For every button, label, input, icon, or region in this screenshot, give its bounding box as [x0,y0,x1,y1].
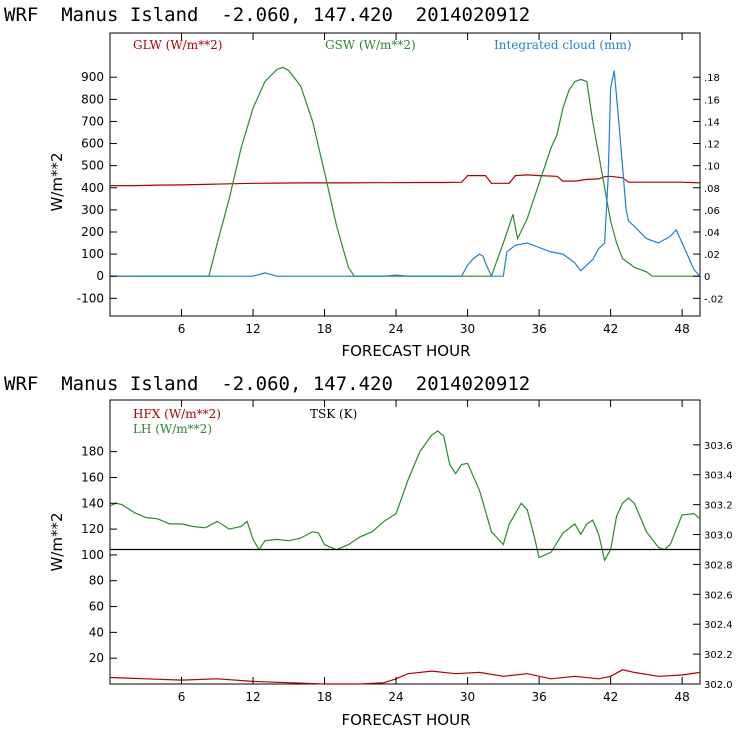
series-line [110,174,701,187]
x-tick-label: 6 [178,690,186,704]
y-tick-label: 120 [81,522,104,536]
y-tick-label: 40 [89,625,104,639]
y-tick-label: 20 [89,651,104,665]
y2-tick-label: 302.4 [704,620,733,631]
x-axis-title: FORECAST HOUR [341,342,470,360]
legend-integrated-cloud: Integrated cloud (mm) [494,38,632,52]
y2-tick-label: 303.6 [704,441,733,452]
y2-tick-label: .16 [704,95,720,106]
y-tick-label: 700 [81,114,104,128]
chart-title: WRF Manus Island -2.060, 147.420 2014020… [4,4,530,26]
x-tick-label: 42 [603,690,618,704]
y2-tick-label: 303.0 [704,531,733,542]
y-tick-label: -100 [77,291,104,305]
legend-glw: GLW (W/m**2) [133,38,222,52]
x-tick-label: 24 [388,690,403,704]
y-tick-label: 800 [81,92,104,106]
y2-tick-label: 303.2 [704,501,733,512]
y2-tick-label: .08 [704,184,720,195]
legend-tsk: TSK (K) [310,407,357,421]
axis-ticks: 6 12 18 24 30 36 42 48 20 40 60 80 100 120 140 160 180 30… [81,400,733,704]
y-tick-label: 100 [81,548,104,562]
y2-tick-label: .14 [704,117,720,128]
y-tick-label: 140 [81,496,104,510]
x-tick-label: 42 [603,322,618,336]
series-line [109,669,701,685]
series-line [109,430,701,562]
y-tick-label: 80 [89,574,104,588]
y2-tick-label: .18 [704,73,720,84]
y-tick-label: 600 [81,137,104,151]
y-tick-label: 300 [81,203,104,217]
legend-gsw: GSW (W/m**2) [325,38,416,52]
x-axis-title: FORECAST HOUR [341,711,470,729]
x-tick-label: 24 [388,322,403,336]
y-tick-label: 400 [81,181,104,195]
upper-chart: WRF Manus Island -2.060, 147.420 2014020… [4,4,724,360]
y2-tick-label: .06 [704,206,720,217]
y2-tick-label: .02 [704,250,720,261]
y-tick-label: 500 [81,159,104,173]
legend-hfx: HFX (W/m**2) [133,407,221,421]
x-tick-label: 36 [531,690,546,704]
x-tick-label: 12 [245,690,260,704]
x-tick-label: 30 [460,322,475,336]
y2-tick-label: 302.2 [704,650,733,661]
y-tick-label: 100 [81,247,104,261]
axis-ticks: 6 12 18 24 30 36 42 48 -100 0 100 200 300 400 500 600 70… [77,33,724,336]
series-line [110,70,701,277]
x-tick-label: 6 [178,322,186,336]
x-tick-label: 12 [245,322,260,336]
y-tick-label: 180 [81,445,104,459]
y2-tick-label: .04 [704,228,720,239]
y2-tick-label: .12 [704,140,720,151]
y-tick-label: 0 [96,269,104,283]
lower-chart: WRF Manus Island -2.060, 147.420 2014020… [4,373,733,729]
x-tick-label: 36 [531,322,546,336]
series-line [110,66,700,277]
y2-tick-label: 0 [704,272,710,283]
y-axis-title: W/m**2 [48,152,66,211]
series-lines [109,430,701,685]
y2-tick-label: 303.4 [704,471,733,482]
chart-title: WRF Manus Island -2.060, 147.420 2014020… [4,373,530,395]
y2-tick-label: .10 [704,162,720,173]
x-tick-label: 18 [317,690,332,704]
y-tick-label: 200 [81,225,104,239]
y2-tick-label: 302.8 [704,560,733,571]
x-tick-label: 30 [460,690,475,704]
y-tick-label: 900 [81,70,104,84]
y2-tick-label: -.02 [704,294,724,305]
x-tick-label: 48 [674,322,689,336]
series-lines [110,66,701,277]
x-tick-label: 18 [317,322,332,336]
y2-tick-label: 302.0 [704,680,733,691]
plot-frame [109,32,701,317]
y-axis-title: W/m**2 [48,512,66,571]
y-tick-label: 60 [89,600,104,614]
y-tick-label: 160 [81,470,104,484]
plot-frame [109,399,701,685]
y2-tick-label: 302.6 [704,590,733,601]
x-tick-label: 48 [674,690,689,704]
legend-lh: LH (W/m**2) [133,422,212,436]
